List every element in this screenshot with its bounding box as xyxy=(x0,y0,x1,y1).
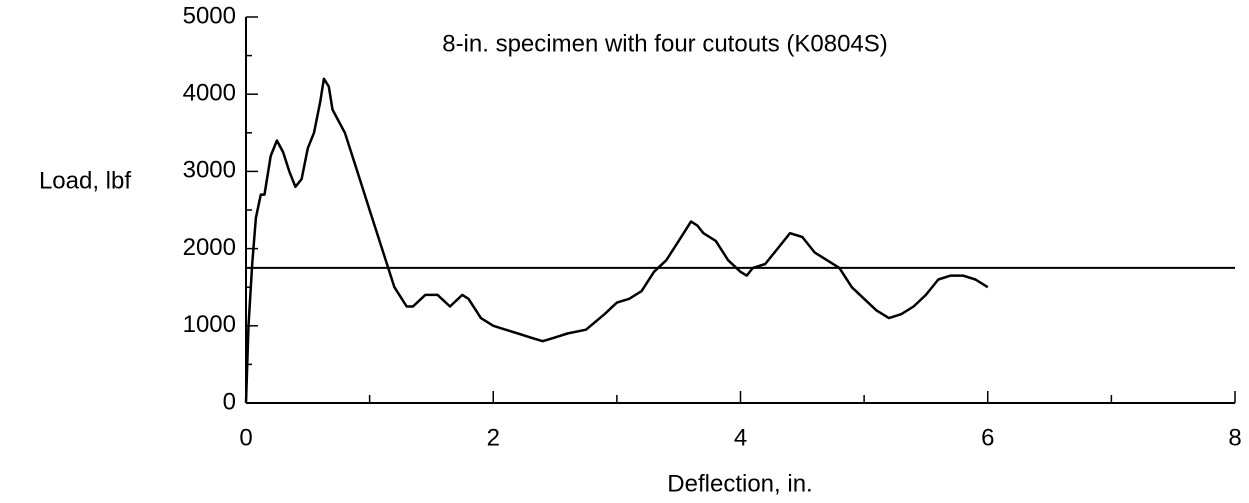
y-tick-label: 4000 xyxy=(183,80,236,107)
y-tick-label: 2000 xyxy=(183,234,236,261)
x-tick-label: 2 xyxy=(487,424,500,451)
x-axis-label: Deflection, in. xyxy=(667,470,812,497)
x-tick-label: 6 xyxy=(981,424,994,451)
y-tick-label: 3000 xyxy=(183,157,236,184)
x-tick-label: 4 xyxy=(734,424,747,451)
x-tick-label: 0 xyxy=(239,424,252,451)
y-tick-label: 1000 xyxy=(183,311,236,338)
y-tick-label: 5000 xyxy=(183,2,236,29)
data-line xyxy=(244,77,989,404)
y-axis-label: Load, lbf xyxy=(39,167,131,194)
x-tick-label: 8 xyxy=(1228,424,1241,451)
y-tick-label: 0 xyxy=(223,388,236,415)
chart-title: 8-in. specimen with four cutouts (K0804S… xyxy=(442,30,888,57)
